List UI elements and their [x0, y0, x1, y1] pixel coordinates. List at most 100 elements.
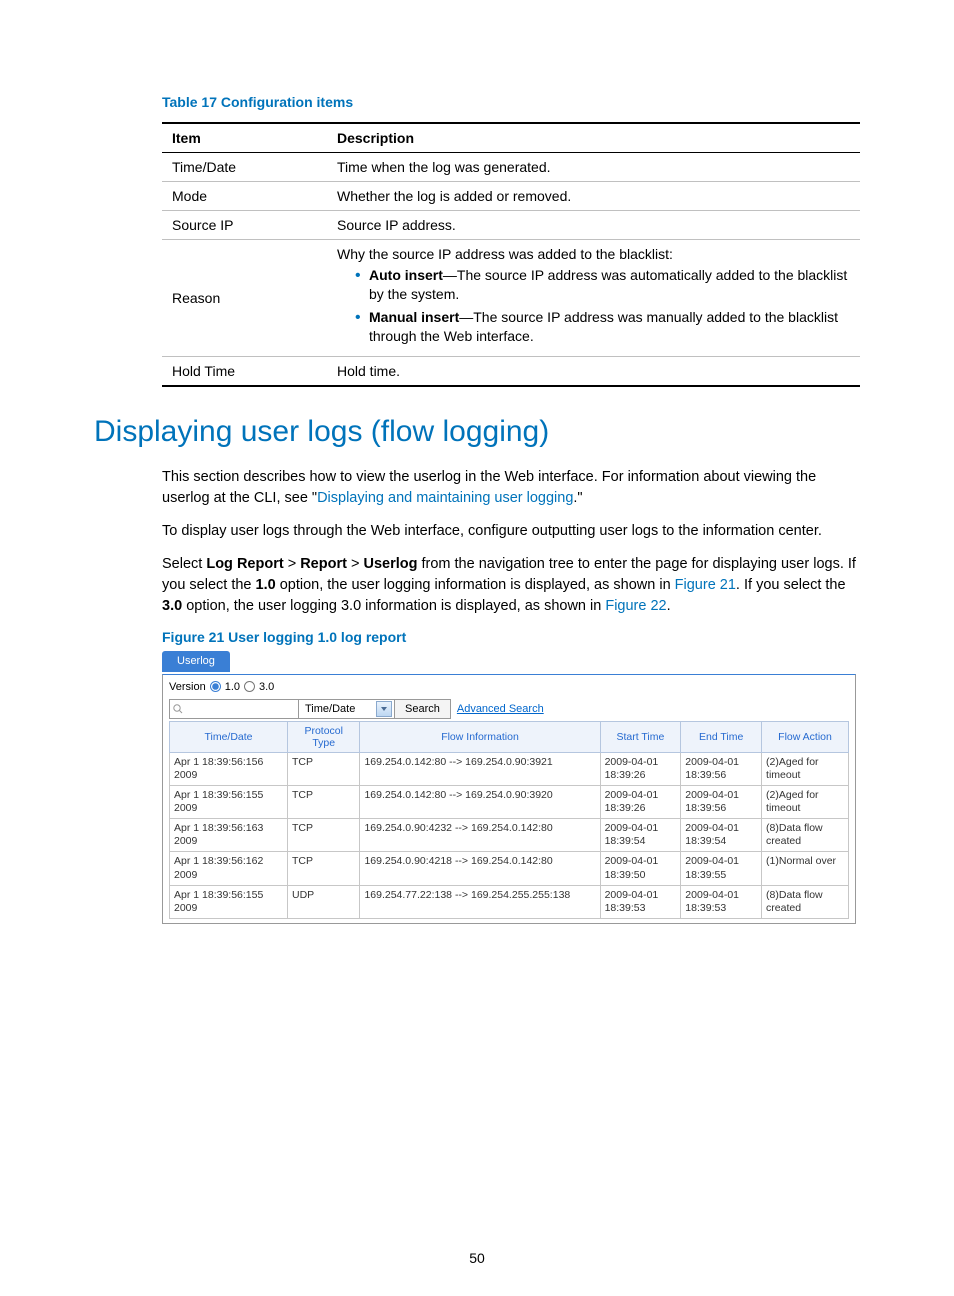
table-row: Apr 1 18:39:56:155 2009UDP169.254.77.22:…: [170, 885, 849, 918]
log-cell: TCP: [287, 852, 359, 885]
search-field-select[interactable]: Time/Date: [299, 699, 395, 719]
table-caption: Table 17 Configuration items: [162, 94, 860, 110]
version-radio-3-0[interactable]: [244, 681, 255, 692]
paragraph-3: Select Log Report > Report > Userlog fro…: [162, 554, 862, 617]
cell-desc: Source IP address.: [327, 211, 860, 240]
log-cell: 2009-04-0118:39:54: [600, 819, 681, 852]
log-col-protocol[interactable]: Protocol Type: [287, 721, 359, 752]
cell-item: Reason: [162, 240, 327, 357]
text: option, the user logging information is …: [276, 577, 675, 593]
reason-intro: Why the source IP address was added to t…: [337, 246, 673, 262]
version-option-3-0: 3.0: [259, 681, 274, 693]
reason-lead: Manual insert: [369, 309, 459, 325]
figure-21-screenshot: Userlog Version 1.0 3.0 Time/Date Search…: [162, 651, 856, 924]
log-cell: (2)Aged for timeout: [762, 785, 849, 818]
log-cell: 2009-04-0118:39:50: [600, 852, 681, 885]
text: option, the user logging 3.0 information…: [182, 598, 605, 614]
log-cell: 169.254.77.22:138 --> 169.254.255.255:13…: [360, 885, 600, 918]
log-cell: 2009-04-0118:39:56: [681, 785, 762, 818]
log-cell: TCP: [287, 819, 359, 852]
log-cell: 169.254.0.142:80 --> 169.254.0.90:3920: [360, 785, 600, 818]
log-cell: 2009-04-0118:39:26: [600, 752, 681, 785]
log-cell: (2)Aged for timeout: [762, 752, 849, 785]
log-cell: 2009-04-0118:39:26: [600, 785, 681, 818]
userlog-panel: Version 1.0 3.0 Time/Date Search Advance…: [162, 674, 856, 924]
log-cell: 169.254.0.142:80 --> 169.254.0.90:3921: [360, 752, 600, 785]
config-col-item: Item: [162, 123, 327, 153]
version-row: Version 1.0 3.0: [169, 681, 849, 693]
cell-desc: Hold time.: [327, 356, 860, 386]
log-col-timedate[interactable]: Time/Date: [170, 721, 288, 752]
log-col-starttime[interactable]: Start Time: [600, 721, 681, 752]
tab-row: Userlog: [162, 651, 856, 672]
reason-list: Auto insert—The source IP address was au…: [337, 266, 850, 346]
advanced-search-link[interactable]: Advanced Search: [457, 699, 544, 719]
userlog-table: Time/Date Protocol Type Flow Information…: [169, 721, 849, 919]
log-cell: UDP: [287, 885, 359, 918]
search-input[interactable]: [169, 699, 299, 719]
table-row: Reason Why the source IP address was add…: [162, 240, 860, 357]
cell-item: Time/Date: [162, 153, 327, 182]
nav-crumb: Log Report: [206, 556, 283, 572]
log-col-flowaction[interactable]: Flow Action: [762, 721, 849, 752]
log-cell: 2009-04-0118:39:54: [681, 819, 762, 852]
cell-item: Mode: [162, 182, 327, 211]
nav-crumb: Userlog: [363, 556, 417, 572]
paragraph-2: To display user logs through the Web int…: [162, 521, 862, 542]
reason-lead: Auto insert: [369, 267, 443, 283]
paragraph-1: This section describes how to view the u…: [162, 467, 862, 509]
search-row: Time/Date Search Advanced Search: [169, 699, 849, 719]
table-row: Apr 1 18:39:56:162 2009TCP169.254.0.90:4…: [170, 852, 849, 885]
table-row: Apr 1 18:39:56:155 2009TCP169.254.0.142:…: [170, 785, 849, 818]
chevron-down-icon[interactable]: [376, 701, 392, 717]
text-bold: 3.0: [162, 598, 182, 614]
link-figure-21[interactable]: Figure 21: [675, 577, 736, 593]
cell-desc: Why the source IP address was added to t…: [327, 240, 860, 357]
version-radio-1-0[interactable]: [210, 681, 221, 692]
figure-caption: Figure 21 User logging 1.0 log report: [162, 629, 860, 645]
text: Select: [162, 556, 206, 572]
text: .: [667, 598, 671, 614]
section-heading: Displaying user logs (flow logging): [94, 415, 860, 449]
table-row: Mode Whether the log is added or removed…: [162, 182, 860, 211]
table-row: Hold Time Hold time.: [162, 356, 860, 386]
text: .": [573, 490, 582, 506]
log-col-endtime[interactable]: End Time: [681, 721, 762, 752]
link-maintaining-user-logging[interactable]: Displaying and maintaining user logging: [317, 490, 573, 506]
text: . If you select the: [736, 577, 846, 593]
config-table: Item Description Time/Date Time when the…: [162, 122, 860, 387]
link-figure-22[interactable]: Figure 22: [605, 598, 666, 614]
log-cell: (1)Normal over: [762, 852, 849, 885]
cell-desc: Time when the log was generated.: [327, 153, 860, 182]
log-cell: Apr 1 18:39:56:163 2009: [170, 819, 288, 852]
nav-crumb: Report: [300, 556, 347, 572]
log-cell: Apr 1 18:39:56:162 2009: [170, 852, 288, 885]
config-col-desc: Description: [327, 123, 860, 153]
log-cell: 169.254.0.90:4218 --> 169.254.0.142:80: [360, 852, 600, 885]
log-cell: TCP: [287, 785, 359, 818]
list-item: Manual insert—The source IP address was …: [355, 308, 850, 346]
version-label: Version: [169, 681, 206, 693]
cell-desc: Whether the log is added or removed.: [327, 182, 860, 211]
log-cell: Apr 1 18:39:56:155 2009: [170, 785, 288, 818]
log-col-flowinfo[interactable]: Flow Information: [360, 721, 600, 752]
log-cell: 169.254.0.90:4232 --> 169.254.0.142:80: [360, 819, 600, 852]
text: >: [347, 556, 364, 572]
table-row: Source IP Source IP address.: [162, 211, 860, 240]
search-button[interactable]: Search: [395, 699, 451, 719]
log-cell: (8)Data flow created: [762, 885, 849, 918]
log-cell: (8)Data flow created: [762, 819, 849, 852]
table-row: Apr 1 18:39:56:156 2009TCP169.254.0.142:…: [170, 752, 849, 785]
cell-item: Hold Time: [162, 356, 327, 386]
log-cell: 2009-04-0118:39:55: [681, 852, 762, 885]
log-cell: Apr 1 18:39:56:155 2009: [170, 885, 288, 918]
log-cell: TCP: [287, 752, 359, 785]
log-cell: 2009-04-0118:39:53: [600, 885, 681, 918]
text-bold: 1.0: [256, 577, 276, 593]
version-option-1-0: 1.0: [225, 681, 240, 693]
cell-item: Source IP: [162, 211, 327, 240]
select-value: Time/Date: [305, 703, 355, 715]
tab-userlog[interactable]: Userlog: [162, 651, 230, 672]
page-number: 50: [0, 1250, 954, 1266]
text: >: [284, 556, 301, 572]
